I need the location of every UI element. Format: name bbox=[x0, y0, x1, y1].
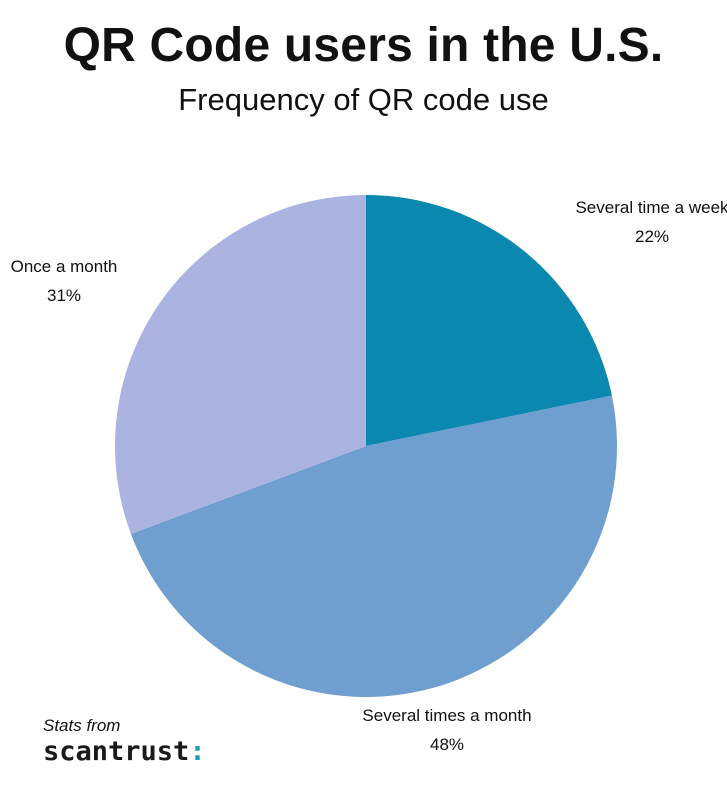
chart-title: QR Code users in the U.S. bbox=[63, 19, 664, 72]
source-credit: Stats from scantrust: bbox=[43, 716, 206, 765]
brand-mark: : bbox=[189, 736, 206, 767]
slice-value-label: 22% bbox=[635, 227, 669, 246]
pie-slice-1 bbox=[366, 195, 612, 446]
brand-name: scantrust bbox=[43, 736, 190, 767]
pie-slice-2 bbox=[130, 395, 618, 698]
slice-label: Several time a week bbox=[575, 198, 727, 217]
credit-prefix: Stats from bbox=[43, 716, 121, 735]
slice-value-label: 48% bbox=[430, 735, 464, 754]
chart-subtitle: Frequency of QR code use bbox=[178, 82, 549, 117]
scantrust-logo: scantrust: bbox=[43, 738, 206, 765]
pie-slice-3 bbox=[114, 195, 366, 534]
slice-label: Once a month bbox=[11, 257, 118, 276]
slice-label: Several times a month bbox=[362, 706, 531, 725]
slice-value-label: 31% bbox=[47, 286, 81, 305]
